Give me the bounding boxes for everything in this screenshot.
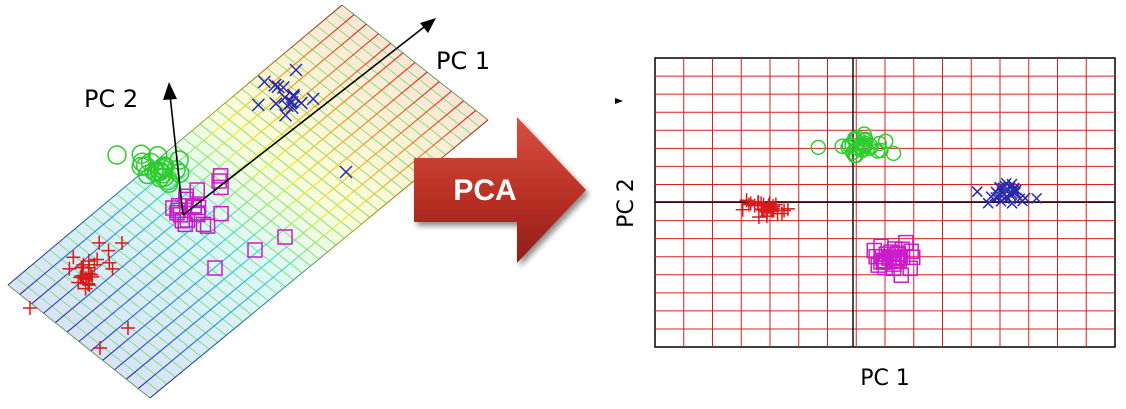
plus-marker xyxy=(75,268,90,283)
left-3d-panel: PC 1 PC 2 xyxy=(7,4,490,399)
circle-marker xyxy=(877,133,894,150)
square-marker xyxy=(169,205,185,221)
circle-marker xyxy=(847,132,864,148)
right-ylabel: PC 2 xyxy=(614,178,639,228)
cross-marker xyxy=(1006,197,1018,209)
pca-arrow: PCA xyxy=(414,117,586,263)
cross-marker xyxy=(271,80,285,94)
circle-marker xyxy=(810,139,827,156)
cross-marker xyxy=(1008,183,1020,195)
circle-marker xyxy=(834,138,850,155)
plus-marker xyxy=(121,321,135,335)
plus-marker xyxy=(115,236,129,250)
cross-marker xyxy=(982,197,994,209)
cross-marker xyxy=(268,78,282,92)
plus-marker xyxy=(743,196,758,211)
plus-marker xyxy=(105,261,120,276)
square-marker xyxy=(277,229,293,245)
pc2-axis-arrow xyxy=(163,82,184,216)
circle-marker xyxy=(132,152,152,172)
square-marker xyxy=(189,205,206,221)
plus-marker xyxy=(82,278,97,293)
right-xlabel: PC 1 xyxy=(860,366,910,391)
plus-marker xyxy=(751,210,766,225)
plus-marker xyxy=(93,341,107,355)
circle-marker xyxy=(856,126,872,142)
pc1-axis-arrow xyxy=(182,18,436,216)
circle-marker xyxy=(135,156,156,176)
plus-marker xyxy=(768,197,783,212)
cross-marker xyxy=(306,92,320,106)
left-data-points xyxy=(23,63,353,355)
circle-marker xyxy=(107,145,127,165)
square-marker xyxy=(172,207,189,223)
cross-marker xyxy=(276,80,290,94)
cross-marker xyxy=(278,108,293,122)
plus-marker xyxy=(92,235,107,250)
plus-marker xyxy=(754,202,769,217)
plus-marker xyxy=(777,203,792,218)
square-marker xyxy=(247,242,263,258)
plus-marker xyxy=(102,255,117,270)
circle-marker xyxy=(131,144,152,165)
square-marker xyxy=(212,168,229,184)
pca-arrow-label: PCA xyxy=(453,174,516,207)
left-pc1-label: PC 1 xyxy=(436,47,490,75)
plus-marker xyxy=(759,209,774,224)
square-marker xyxy=(878,246,895,262)
right-data-points xyxy=(735,126,1043,283)
square-marker xyxy=(873,238,889,255)
cross-marker xyxy=(285,95,299,109)
cross-marker xyxy=(269,97,283,111)
plus-marker xyxy=(23,301,37,315)
right-2d-panel: PC 1 PC 2 xyxy=(614,57,1116,391)
cross-marker xyxy=(971,186,983,198)
circle-marker xyxy=(849,140,866,156)
cross-marker xyxy=(289,63,303,77)
plus-marker xyxy=(101,243,116,258)
plus-marker xyxy=(751,195,766,210)
cross-marker xyxy=(985,191,997,203)
circle-marker xyxy=(137,164,158,185)
plus-marker xyxy=(735,202,750,217)
plus-marker xyxy=(62,261,77,276)
square-marker xyxy=(199,218,216,234)
cross-marker xyxy=(1014,193,1026,205)
cross-marker xyxy=(257,75,271,89)
square-marker xyxy=(886,256,902,272)
cross-marker xyxy=(339,165,353,179)
principal-plane xyxy=(7,4,489,399)
plus-marker xyxy=(780,201,795,216)
plus-marker xyxy=(78,271,93,286)
square-marker xyxy=(213,205,229,222)
left-pc2-label: PC 2 xyxy=(84,85,138,113)
square-marker xyxy=(189,182,205,198)
cross-marker xyxy=(251,98,265,112)
cross-marker xyxy=(1031,192,1043,204)
small-marker-icon xyxy=(615,98,623,104)
square-marker xyxy=(178,188,195,205)
circle-marker xyxy=(856,138,872,154)
circle-marker xyxy=(150,161,170,182)
plus-marker xyxy=(66,250,81,265)
cross-marker xyxy=(1008,184,1020,196)
circle-marker xyxy=(154,167,174,188)
square-marker xyxy=(889,250,906,267)
square-marker xyxy=(170,202,186,219)
square-marker xyxy=(213,179,229,196)
square-marker xyxy=(207,260,223,276)
circle-marker xyxy=(166,160,186,180)
cross-marker xyxy=(998,188,1010,200)
square-marker xyxy=(195,216,212,233)
